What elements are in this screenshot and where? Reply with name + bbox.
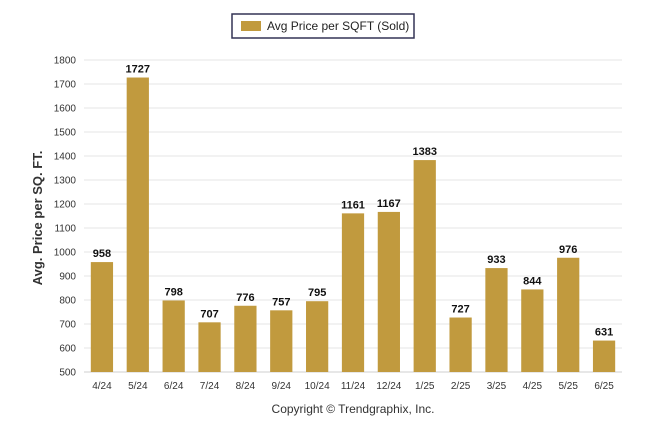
bar (234, 305, 257, 372)
x-axis-ticks: 4/24 5/24 6/24 7/24 8/24 9/24 10/24 11/24 12/24 1… (92, 381, 614, 392)
x-tick-label: 6/25 (594, 381, 614, 392)
y-tick-label: 1300 (54, 176, 77, 187)
bar-value-label: 776 (236, 292, 254, 304)
bar (90, 262, 114, 372)
bars: 958 1727 798 707 776 757 795 1161 1167 1383 727 933… (90, 64, 616, 373)
x-tick-label: 8/24 (236, 381, 256, 392)
y-axis-title: Avg. Price per SQ. FT. (30, 151, 45, 286)
bar-value-label: 1727 (126, 64, 150, 76)
legend-swatch (241, 21, 261, 31)
bar-value-label: 1161 (341, 199, 365, 211)
bar (449, 317, 472, 372)
y-tick-label: 1400 (54, 152, 77, 163)
x-tick-label: 12/24 (376, 381, 401, 392)
legend-label: Avg Price per SQFT (Sold) (267, 19, 409, 33)
y-axis-ticks: 500 600 700 800 900 1000 1100 1200 1300 1400 1500 1… (54, 56, 77, 379)
legend: Avg Price per SQFT (Sold) (231, 13, 415, 39)
bar (521, 289, 544, 372)
bar-value-label: 757 (272, 296, 290, 308)
bar (413, 160, 436, 372)
bar (270, 310, 293, 372)
bar-value-label: 798 (164, 286, 182, 298)
y-tick-label: 1100 (54, 224, 76, 235)
bar-value-label: 844 (523, 275, 542, 287)
x-tick-label: 1/25 (415, 381, 435, 392)
x-tick-label: 7/24 (200, 381, 220, 392)
copyright-text: Copyright © Trendgraphix, Inc. (272, 402, 435, 416)
bar-value-label: 631 (595, 327, 613, 339)
bar (557, 257, 580, 372)
y-tick-label: 1800 (54, 56, 77, 67)
bar (198, 322, 221, 372)
x-tick-label: 11/24 (341, 381, 366, 392)
bar (126, 77, 149, 373)
x-tick-label: 4/25 (523, 381, 543, 392)
bar (377, 211, 400, 372)
y-tick-label: 900 (59, 272, 76, 283)
bar-value-label: 933 (487, 254, 505, 266)
y-tick-label: 1500 (54, 128, 77, 139)
x-tick-label: 5/24 (128, 381, 148, 392)
bar (306, 301, 329, 372)
bar-value-label: 727 (451, 304, 469, 316)
x-tick-label: 6/24 (164, 381, 184, 392)
y-tick-label: 1200 (54, 200, 77, 211)
y-tick-label: 1700 (54, 80, 77, 91)
x-tick-label: 5/25 (558, 381, 578, 392)
bar-value-label: 976 (559, 244, 577, 256)
bar-value-label: 707 (200, 308, 218, 320)
x-tick-label: 10/24 (305, 381, 330, 392)
x-tick-label: 3/25 (487, 381, 507, 392)
y-tick-label: 700 (59, 320, 76, 331)
bar-value-label: 795 (308, 287, 326, 299)
bar-value-label: 1167 (377, 198, 401, 210)
x-tick-label: 2/25 (451, 381, 471, 392)
bar (341, 213, 365, 372)
x-tick-label: 4/24 (92, 381, 112, 392)
bar-value-label: 1383 (412, 146, 436, 158)
legend-box (231, 13, 415, 39)
y-tick-label: 1600 (54, 104, 77, 115)
bar (162, 300, 185, 372)
y-tick-label: 600 (59, 344, 76, 355)
bar (485, 268, 508, 372)
bar (592, 340, 616, 372)
y-tick-label: 500 (59, 368, 76, 379)
bar-value-label: 958 (93, 248, 111, 260)
x-tick-label: 9/24 (272, 381, 292, 392)
y-tick-label: 800 (59, 296, 76, 307)
y-tick-label: 1000 (54, 248, 77, 259)
